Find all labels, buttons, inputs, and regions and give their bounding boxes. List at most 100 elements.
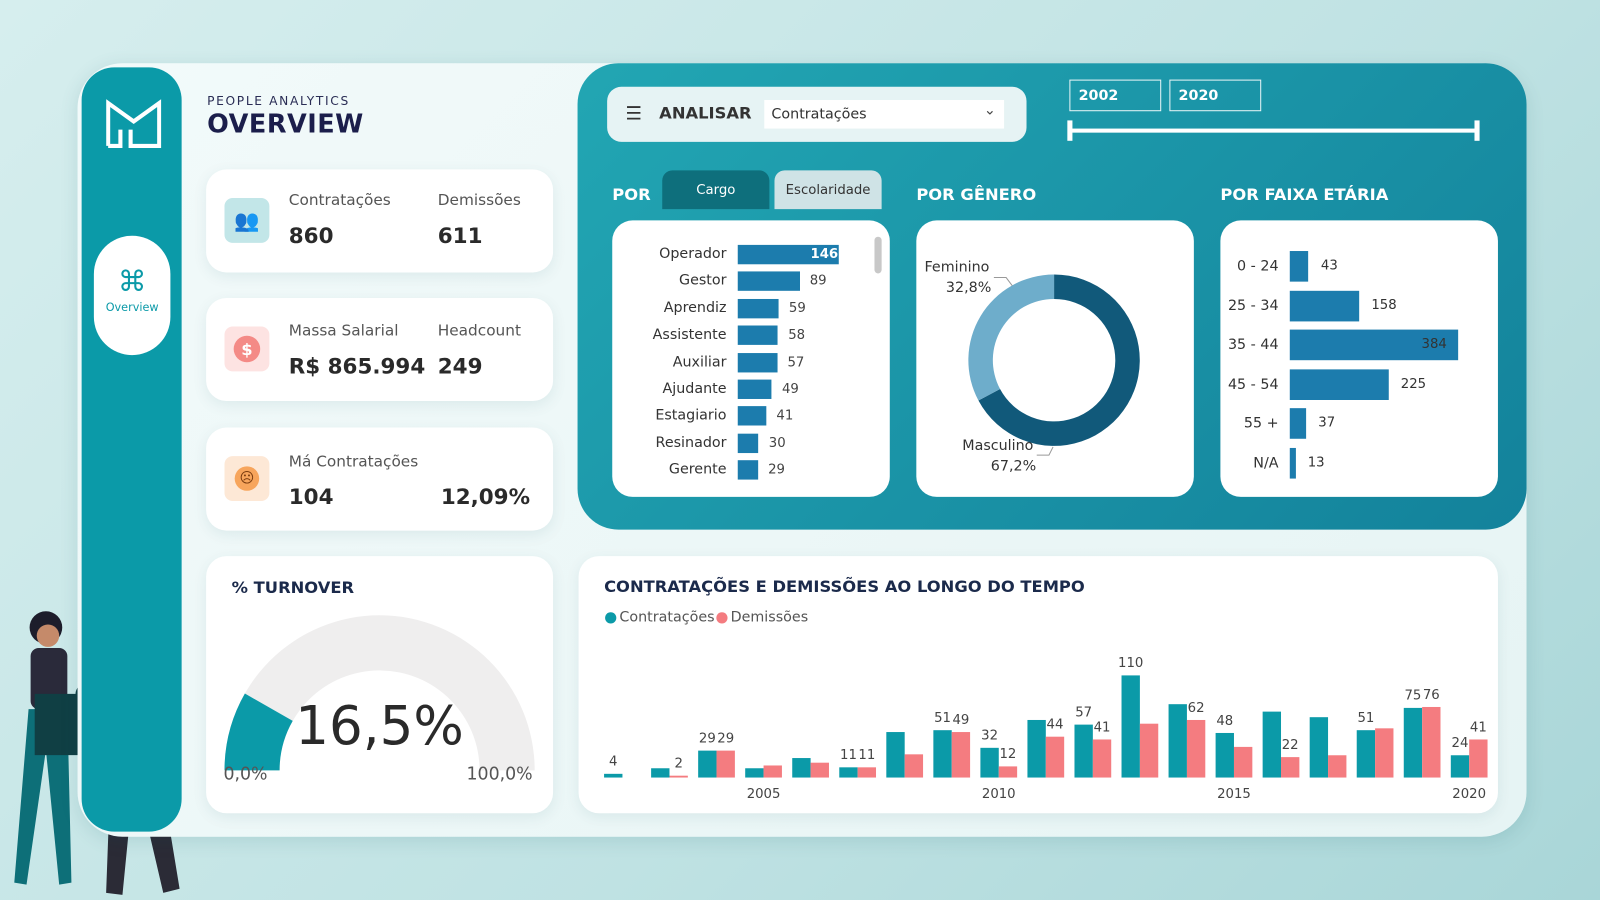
filter-list-icon: ☰ [625,103,642,125]
x-tick-label: 2005 [747,787,781,802]
legend-contratacoes[interactable]: Contratações [605,609,715,626]
cargo-bar[interactable] [737,406,767,426]
scrollbar[interactable] [874,236,882,274]
data-label: 41 [1470,720,1487,735]
bar-contratacoes-2005[interactable] [745,768,764,778]
bar-contratacoes-2019[interactable] [1403,707,1423,778]
data-label: 110 [1118,656,1143,671]
bar-contratacoes-2008[interactable] [886,732,905,778]
kpi-label: Má Contratações [288,452,419,471]
bar-demissoes-2003[interactable] [669,775,688,778]
time-chart-title: CONTRATAÇÕES E DEMISSÕES AO LONGO DO TEM… [604,576,1085,596]
bar-demissoes-2018[interactable] [1375,728,1394,778]
cargo-bar[interactable] [737,298,779,319]
cargo-label: Gestor [678,272,727,290]
cargo-bar[interactable] [737,271,800,292]
bar-contratacoes-2003[interactable] [651,768,670,778]
gauge-fill [224,693,293,771]
genero-title: POR GÊNERO [916,184,1037,205]
data-label: 48 [1216,714,1233,729]
age-bar[interactable] [1289,251,1309,282]
bar-contratacoes-2016[interactable] [1262,711,1282,778]
kpi-card-contratacoes: 👥 Contratações 860 Demissões 611 [206,169,554,273]
bar-demissoes-2009[interactable] [951,732,971,778]
year-slider-track[interactable] [1069,128,1478,133]
sidebar-item-label: Overview [105,301,159,315]
year-slider-handle-start[interactable] [1067,120,1073,141]
kpi-label: Headcount [437,321,521,340]
page-title: OVERVIEW [207,109,364,139]
bar-demissoes-2015[interactable] [1233,746,1253,778]
bar-demissoes-2006[interactable] [810,762,829,778]
analisar-dropdown[interactable]: Contratações ⌄ [764,99,1005,129]
gauge-track [224,615,535,771]
bar-contratacoes-2002[interactable] [604,773,623,778]
bar-contratacoes-2018[interactable] [1356,730,1376,778]
kpi-value: 860 [288,223,334,248]
bar-contratacoes-2011[interactable] [1027,719,1046,778]
bar-contratacoes-2006[interactable] [792,758,811,778]
faixa-title: POR FAIXA ETÁRIA [1220,184,1389,205]
bar-contratacoes-2017[interactable] [1309,717,1329,778]
bar-demissoes-2012[interactable] [1092,739,1112,778]
data-label: 29 [699,731,716,746]
command-icon: ⌘ [117,264,147,298]
donut-slice-masculino[interactable] [978,274,1140,446]
cargo-bar[interactable] [737,433,759,453]
bar-contratacoes-2013[interactable] [1121,675,1140,778]
bar-demissoes-2014[interactable] [1186,719,1206,778]
x-tick-label: 2020 [1452,787,1486,802]
bar-demissoes-2011[interactable] [1045,736,1065,778]
cargo-bar[interactable] [737,460,758,480]
bar-demissoes-2005[interactable] [763,765,782,778]
bar-demissoes-2004[interactable] [716,750,735,778]
age-bar[interactable] [1289,329,1459,361]
bar-demissoes-2007[interactable] [857,767,877,778]
cargo-value: 29 [768,462,785,478]
sidebar-item-overview[interactable]: ⌘ Overview [93,235,171,356]
age-value: 13 [1307,455,1325,471]
cargo-bar[interactable] [737,352,778,373]
donut-slice-feminino[interactable] [968,274,1055,401]
turnover-gauge [224,615,535,771]
age-label: 55 + [1243,415,1279,433]
age-bar[interactable] [1289,290,1360,322]
age-bar[interactable] [1289,369,1389,400]
bar-contratacoes-2015[interactable] [1215,732,1234,778]
year-end-input[interactable]: 2020 [1169,79,1262,112]
data-label: 49 [952,713,969,728]
masculino-pct: 67,2% [990,458,1037,475]
bar-contratacoes-2007[interactable] [839,767,858,778]
bar-contratacoes-2010[interactable] [980,747,999,778]
bar-contratacoes-2014[interactable] [1168,704,1187,778]
legend-dot [716,611,728,623]
data-label: 51 [934,711,951,726]
bar-demissoes-2017[interactable] [1328,755,1347,778]
bar-demissoes-2020[interactable] [1469,739,1488,778]
cargo-bar[interactable] [737,379,772,399]
age-bar[interactable] [1289,408,1307,440]
bar-contratacoes-2012[interactable] [1074,724,1093,778]
age-value: 225 [1400,376,1427,392]
legend-demissoes[interactable]: Demissões [716,609,808,626]
turnover-value: 16,5% [295,695,464,758]
year-slider-handle-end[interactable] [1474,120,1480,141]
tab-cargo[interactable]: Cargo [662,170,770,210]
bar-contratacoes-2020[interactable] [1450,755,1470,778]
cargo-bar[interactable] [737,244,840,265]
cargo-bar[interactable] [737,325,778,346]
analisar-label: ANALISAR [659,103,752,123]
cargo-value: 89 [809,273,827,290]
bar-demissoes-2019[interactable] [1422,706,1441,778]
bar-demissoes-2016[interactable] [1281,757,1300,778]
age-bar[interactable] [1289,447,1296,479]
bar-contratacoes-2009[interactable] [933,730,952,778]
bar-demissoes-2013[interactable] [1139,723,1159,778]
tab-escolaridade[interactable]: Escolaridade [774,170,882,210]
bar-contratacoes-2004[interactable] [698,750,717,778]
bar-demissoes-2008[interactable] [904,754,924,778]
year-start-input[interactable]: 2002 [1069,79,1162,112]
age-label: N/A [1253,455,1279,472]
kpi-value: 611 [437,223,483,248]
bar-demissoes-2010[interactable] [998,766,1018,778]
